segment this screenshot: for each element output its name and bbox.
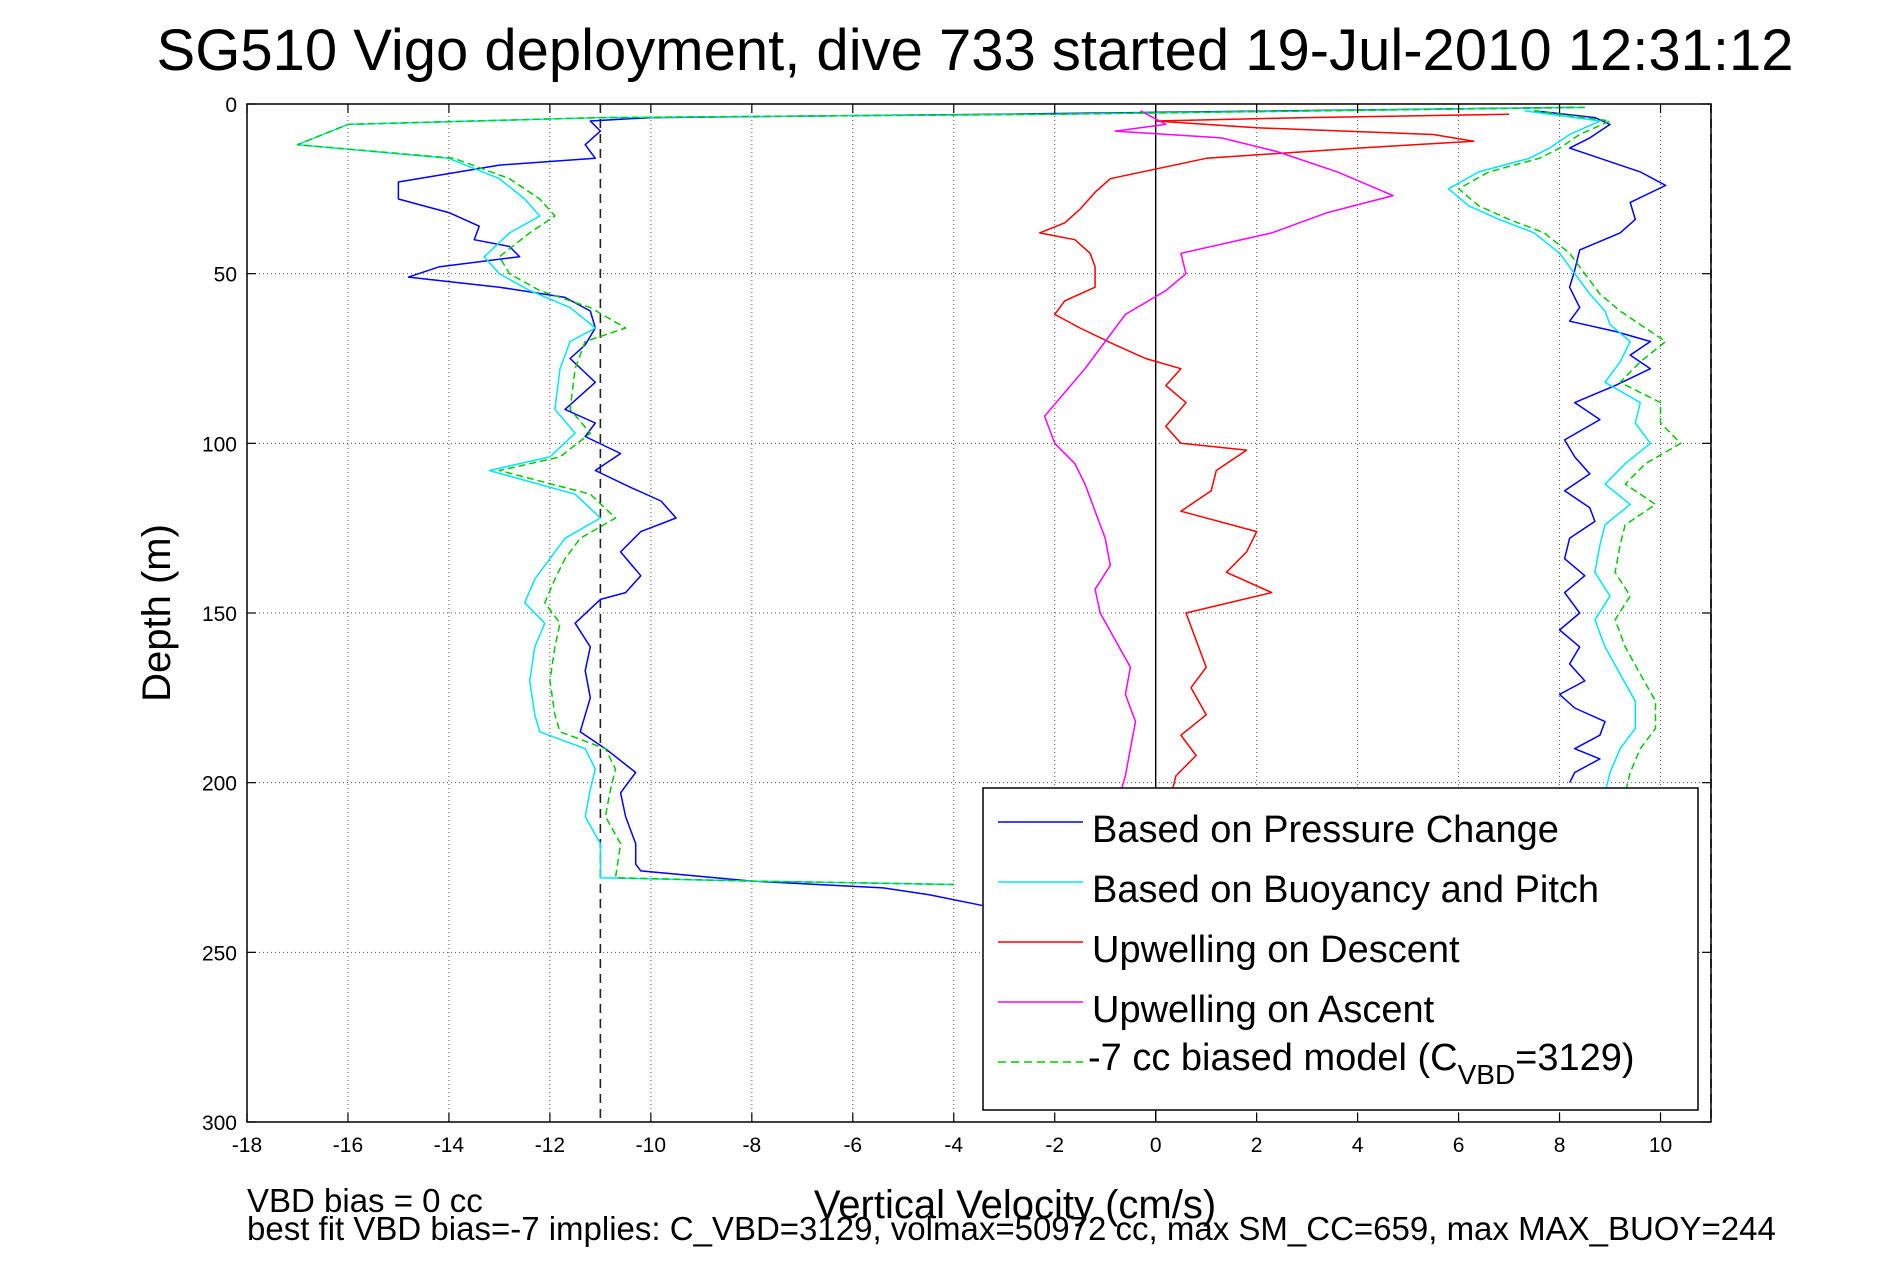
series-line-1 — [1534, 110, 1667, 784]
y-tick-label: 50 — [214, 264, 237, 287]
x-tick-label: 10 — [1649, 1134, 1672, 1157]
y-axis-label: Depth (m) — [135, 524, 179, 702]
x-tick-label: -18 — [232, 1134, 262, 1157]
x-axis-label: Vertical Velocity (cm/s) — [814, 1183, 1216, 1227]
legend: Based on Pressure Change Based on Buoyan… — [982, 787, 1699, 1111]
annotation-best-fit: best fit VBD bias=-7 implies: C_VBD=3129… — [247, 1210, 1776, 1247]
legend-label-pressure: Based on Pressure Change — [1092, 809, 1559, 851]
y-tick-label: 300 — [202, 1112, 237, 1135]
x-ticks: -18 -16 -14 -12 -10 -8 -6 -4 -2 0 2 4 6 8 10 — [232, 104, 1672, 1157]
y-tick-label: 100 — [202, 433, 237, 456]
y-tick-label: 200 — [202, 773, 237, 796]
series-line-2 — [296, 106, 1585, 886]
series-line-6 — [296, 106, 1585, 886]
legend-biased-prefix: -7 cc biased model (C — [1088, 1037, 1458, 1079]
chart-title: SG510 Vigo deployment, dive 733 started … — [157, 18, 1794, 83]
x-tick-label: 8 — [1554, 1134, 1566, 1157]
x-tick-label: -6 — [843, 1134, 862, 1157]
x-tick-label: 2 — [1251, 1134, 1263, 1157]
legend-label-biased: -7 cc biased model (CVBD=3129) — [1088, 1037, 1635, 1090]
legend-label-buoyancy: Based on Buoyancy and Pitch — [1092, 869, 1599, 911]
x-tick-label: -4 — [944, 1134, 963, 1157]
y-tick-label: 0 — [225, 94, 237, 117]
x-tick-label: -14 — [434, 1134, 465, 1157]
y-ticks: 0 50 100 150 200 250 300 — [202, 94, 1711, 1135]
y-tick-label: 150 — [202, 603, 237, 626]
series-line-5 — [1043, 110, 1394, 794]
series-line-7 — [1457, 110, 1682, 793]
series-group — [296, 106, 1682, 909]
x-tick-label: -2 — [1045, 1134, 1064, 1157]
legend-box — [982, 787, 1699, 1111]
legend-biased-subscript: VBD — [1458, 1059, 1516, 1090]
x-tick-label: 6 — [1453, 1134, 1465, 1157]
x-tick-label: -16 — [333, 1134, 363, 1157]
x-tick-label: 0 — [1150, 1134, 1162, 1157]
x-tick-label: -8 — [742, 1134, 761, 1157]
series-line-0 — [397, 106, 1575, 909]
annotation-vbd-bias: VBD bias = 0 cc — [247, 1182, 483, 1219]
y-tick-label: 250 — [202, 942, 237, 965]
series-line-4 — [1038, 113, 1510, 797]
series-line-3 — [1447, 110, 1652, 793]
x-tick-label: -10 — [636, 1134, 666, 1157]
legend-biased-suffix: =3129) — [1515, 1037, 1634, 1079]
legend-label-descent: Upwelling on Descent — [1092, 929, 1460, 971]
legend-label-ascent: Upwelling on Ascent — [1092, 989, 1435, 1031]
x-tick-label: -12 — [535, 1134, 565, 1157]
x-tick-label: 4 — [1352, 1134, 1364, 1157]
